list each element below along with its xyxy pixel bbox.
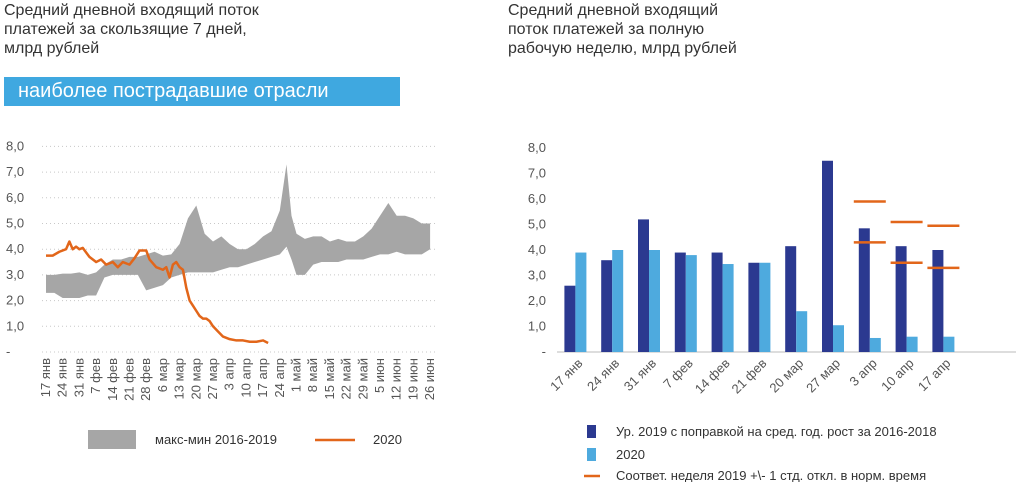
affected-industries-banner: наиболее пострадавшие отрасли <box>4 77 400 106</box>
right-y-tick-label: 5,0 <box>528 217 546 232</box>
left-x-tick-label: 26 июн <box>422 358 437 400</box>
right-chart-title: Средний дневной входящий поток платежей … <box>508 2 737 57</box>
legend-2020-bar-swatch <box>587 448 596 461</box>
right-x-tick-label: 17 янв <box>547 355 585 393</box>
bar-2020 <box>796 311 808 352</box>
left-x-tick-label: 20 мар <box>188 358 203 399</box>
left-x-tick-label: 29 май <box>355 358 370 400</box>
right-y-tick-label: 3,0 <box>528 268 546 283</box>
bar-2020 <box>943 336 955 352</box>
left-x-tick-label: 27 мар <box>205 358 220 399</box>
bar-2019-adjusted <box>674 252 686 352</box>
left-x-tick-label: 10 апр <box>238 358 253 398</box>
left-y-tick-label: - <box>6 344 10 359</box>
right-x-tick-label: 27 мар <box>803 356 843 396</box>
left-x-tick-label: 22 май <box>339 358 354 400</box>
left-x-tick-label: 7 фев <box>88 358 103 394</box>
left-y-tick-label: 2,0 <box>6 293 24 308</box>
left-x-tick-label: 12 июн <box>389 358 404 400</box>
right-y-tick-label: - <box>542 344 546 359</box>
left-x-tick-label: 17 апр <box>255 358 270 398</box>
left-y-tick-label: 4,0 <box>6 241 24 256</box>
left-x-tick-label: 5 июн <box>372 358 387 393</box>
bar-2020 <box>612 250 624 352</box>
left-y-tick-label: 3,0 <box>6 267 24 282</box>
bar-2019-adjusted <box>932 250 944 352</box>
bar-2020 <box>685 255 697 352</box>
legend-band-swatch <box>88 430 136 449</box>
legend-band-label: макс-мин 2016-2019 <box>155 432 277 447</box>
bar-2020 <box>833 325 844 352</box>
right-x-tick-label: 31 янв <box>621 355 659 393</box>
left-y-tick-label: 6,0 <box>6 190 24 205</box>
legend-2020-bar-label: 2020 <box>616 447 645 462</box>
right-x-tick-label: 21 фев <box>729 355 770 396</box>
left-x-tick-label: 21 фев <box>122 358 137 401</box>
left-x-tick-label: 13 мар <box>172 358 187 399</box>
right-y-tick-label: 2,0 <box>528 293 546 308</box>
bar-2019-adjusted <box>895 246 907 352</box>
bar-2019-adjusted <box>748 262 760 352</box>
left-x-tick-label: 24 апр <box>272 358 287 398</box>
left-x-tick-label: 31 янв <box>71 358 86 397</box>
bar-2019-adjusted <box>858 228 870 352</box>
left-x-tick-label: 19 июн <box>405 358 420 400</box>
left-y-tick-label: 8,0 <box>6 138 24 153</box>
bar-2019-adjusted <box>822 160 833 352</box>
right-x-tick-label: 17 апр <box>915 356 954 395</box>
bar-2020 <box>722 264 734 352</box>
right-x-tick-label: 24 янв <box>584 355 622 393</box>
bar-2020 <box>649 250 660 352</box>
left-y-tick-label: 7,0 <box>6 164 24 179</box>
band-area <box>46 164 431 299</box>
legend-2020-label: 2020 <box>373 432 402 447</box>
right-y-tick-label: 7,0 <box>528 166 546 181</box>
left-x-tick-label: 1 май <box>289 358 304 392</box>
left-x-tick-label: 3 апр <box>222 358 237 390</box>
bar-2020 <box>906 336 918 352</box>
legend-2019-swatch <box>587 425 596 438</box>
right-x-tick-label: 3 апр <box>846 356 879 389</box>
left-y-tick-label: 5,0 <box>6 216 24 231</box>
legend-std-label: Соответ. неделя 2019 +\- 1 стд. откл. в … <box>616 468 926 482</box>
right-y-tick-label: 6,0 <box>528 191 546 206</box>
right-y-tick-label: 1,0 <box>528 319 546 334</box>
right-x-tick-label: 10 апр <box>878 356 917 395</box>
left-x-tick-label: 24 янв <box>55 358 70 397</box>
left-x-tick-label: 6 мар <box>155 358 170 392</box>
bar-2020 <box>759 262 771 352</box>
right-x-tick-label: 20 мар <box>766 356 806 396</box>
legend-2019-label: Ур. 2019 с поправкой на сред. год. рост … <box>616 424 937 439</box>
series-line-2020 <box>46 240 269 345</box>
bar-2019-adjusted <box>564 285 576 352</box>
left-x-tick-label: 8 май <box>305 358 320 392</box>
right-x-tick-label: 14 фев <box>692 355 733 396</box>
bar-2019-adjusted <box>601 260 613 352</box>
left-x-tick-label: 15 май <box>322 358 337 400</box>
bar-2019-adjusted <box>785 246 797 352</box>
right-y-tick-label: 4,0 <box>528 242 546 257</box>
left-x-tick-label: 17 янв <box>38 358 53 397</box>
left-x-tick-label: 28 фев <box>138 358 153 401</box>
left-x-tick-label: 14 фев <box>105 358 120 401</box>
left-y-tick-label: 1,0 <box>6 318 24 333</box>
bar-2019-adjusted <box>638 219 649 352</box>
bar-2020 <box>869 337 881 352</box>
bar-2020 <box>575 252 587 352</box>
bar-2019-adjusted <box>711 252 723 352</box>
right-y-tick-label: 8,0 <box>528 140 546 155</box>
left-chart-title: Средний дневной входящий поток платежей … <box>4 2 259 57</box>
